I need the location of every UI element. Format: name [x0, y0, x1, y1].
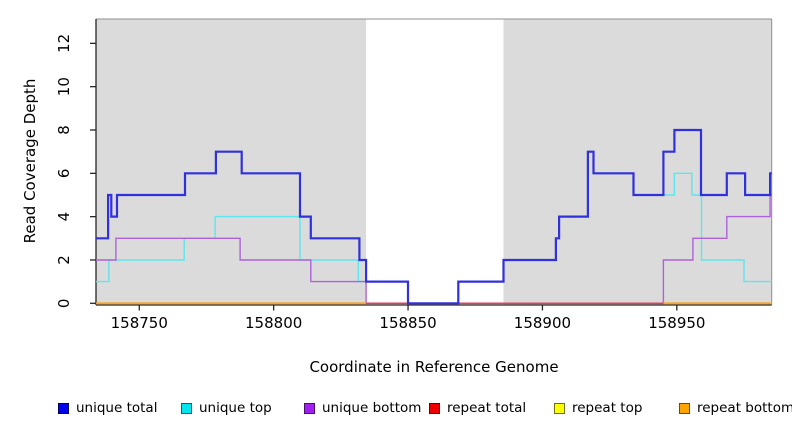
y-tick-label: 4: [55, 212, 73, 222]
y-tick-label: 12: [55, 34, 73, 53]
x-tick-label: 158800: [245, 314, 302, 332]
y-axis-title: Read Coverage Depth: [21, 78, 39, 244]
y-tick-label: 2: [55, 255, 73, 265]
shaded-region: [503, 19, 772, 305]
x-tick-label: 158950: [648, 314, 705, 332]
x-tick-label: 158750: [111, 314, 168, 332]
shaded-region: [96, 19, 367, 305]
series-unique-total: [96, 128, 772, 305]
x-axis-title: Coordinate in Reference Genome: [309, 358, 559, 376]
y-tick-label: 0: [55, 299, 73, 309]
y-tick-label: 6: [55, 169, 73, 179]
y-tick-label: 10: [55, 77, 73, 96]
x-tick-label: 158850: [379, 314, 436, 332]
y-tick-label: 8: [55, 125, 73, 135]
x-tick-label: 158900: [514, 314, 571, 332]
